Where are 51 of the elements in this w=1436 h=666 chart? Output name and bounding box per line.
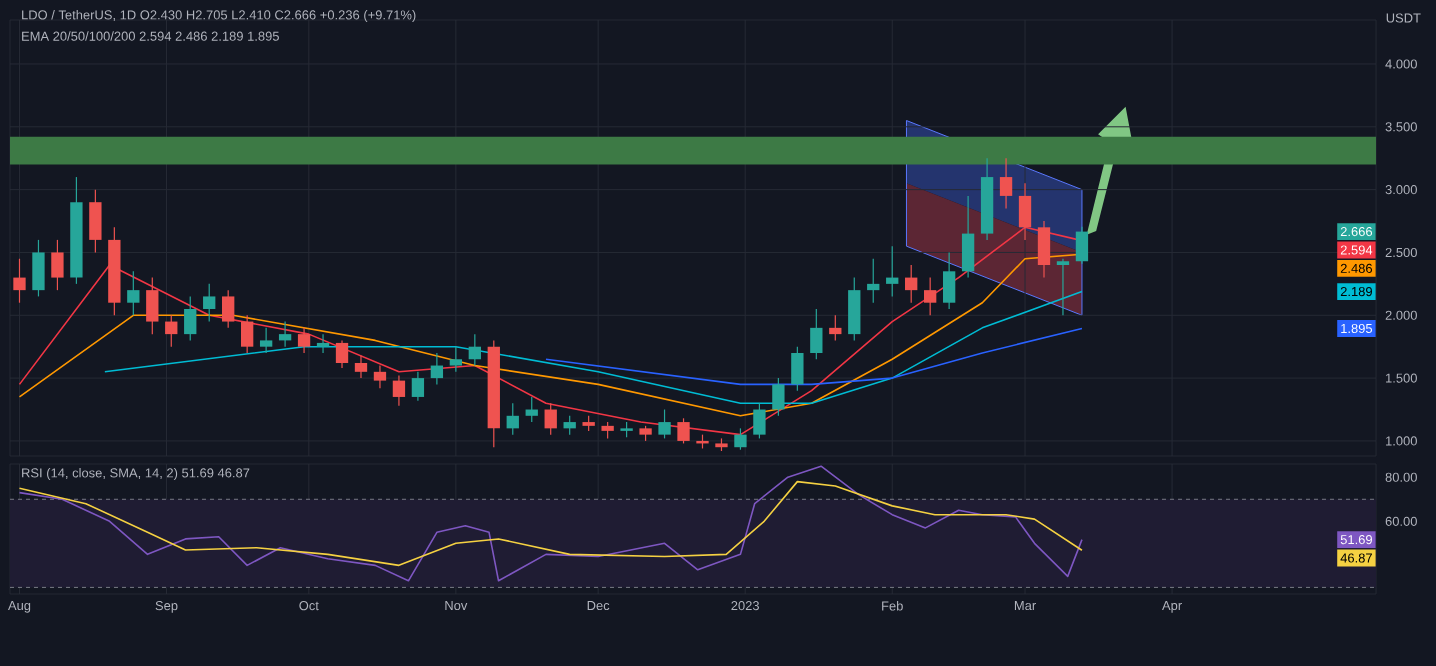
- candlestick: [525, 396, 538, 423]
- candlestick: [658, 408, 671, 440]
- candlestick: [1018, 182, 1032, 241]
- candlestick: [677, 417, 690, 445]
- line-series: [104, 290, 1083, 405]
- candlestick: [753, 402, 766, 440]
- line-series: [18, 480, 1083, 567]
- candlestick: [905, 264, 918, 304]
- candlestick: [203, 283, 216, 323]
- candlestick: [544, 402, 557, 436]
- candlestick: [127, 270, 140, 316]
- candlestick: [942, 251, 956, 310]
- candlestick: [999, 157, 1013, 210]
- candlestick: [259, 327, 273, 354]
- line-series: [18, 465, 1083, 582]
- candlestick: [146, 276, 159, 335]
- candlestick: [51, 239, 64, 291]
- candlestick: [1037, 220, 1051, 279]
- candlestick: [430, 352, 444, 385]
- candlestick: [373, 364, 387, 389]
- candlestick: [184, 295, 197, 342]
- candlestick: [791, 346, 804, 392]
- candlestick: [810, 308, 823, 360]
- candlestick: [468, 333, 481, 367]
- candlestick: [1056, 258, 1070, 316]
- candlestick: [961, 195, 975, 279]
- candlestick: [316, 333, 330, 354]
- candlestick: [89, 189, 102, 254]
- candlestick: [13, 258, 26, 304]
- candlestick: [734, 427, 747, 451]
- candlestick: [32, 239, 45, 298]
- candlestick: [867, 258, 880, 304]
- candlestick: [278, 320, 292, 348]
- candlestick: [449, 346, 463, 373]
- line-series: [545, 327, 1083, 386]
- candlestick: [924, 276, 937, 316]
- candlestick: [829, 314, 842, 342]
- candlestick: [335, 339, 349, 369]
- candlestick: [165, 314, 178, 348]
- candlestick: [222, 289, 235, 329]
- candlestick: [848, 276, 861, 342]
- candlestick: [392, 374, 406, 407]
- candlestick: [354, 354, 368, 379]
- candlestick: [563, 415, 576, 436]
- candlestick: [411, 371, 425, 402]
- candlestick: [297, 327, 311, 354]
- candlestick: [1075, 226, 1089, 265]
- candlestick: [506, 402, 519, 436]
- candlestick: [886, 245, 899, 298]
- candlestick: [772, 377, 785, 417]
- candlestick: [240, 314, 254, 354]
